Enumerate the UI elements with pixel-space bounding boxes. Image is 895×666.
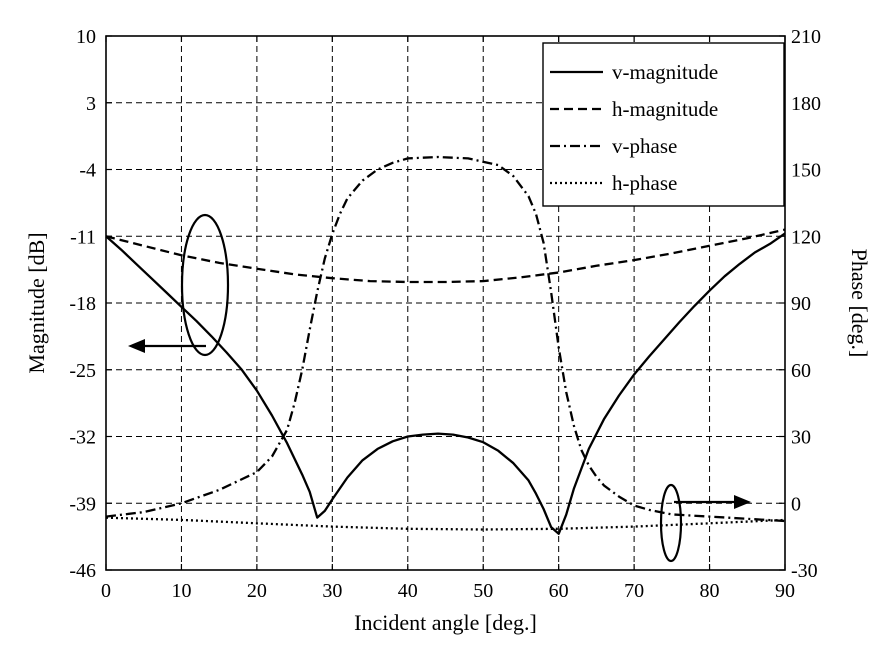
y-right-tick-label: 180 <box>791 93 821 115</box>
y-left-tick-label: -25 <box>69 360 96 382</box>
y-right-tick-label: 30 <box>791 427 811 449</box>
x-tick-label: 40 <box>398 580 418 602</box>
y-right-tick-label: 210 <box>791 26 821 48</box>
y-right-tick-label: 60 <box>791 360 811 382</box>
y-left-axis-title: Magnitude [dB] <box>24 232 49 373</box>
y-left-tick-label: -32 <box>69 427 96 449</box>
y-right-tick-label: 120 <box>791 226 821 248</box>
series-line-v-magnitude <box>105 232 786 535</box>
legend-label-h-magnitude: h-magnitude <box>612 97 718 121</box>
x-tick-label: 30 <box>322 580 342 602</box>
axis-indicator-annotations <box>128 213 751 563</box>
y-right-tick-label: 0 <box>791 493 801 515</box>
x-axis-tick-labels: 0 10 20 30 40 50 60 70 80 90 <box>101 580 795 602</box>
x-tick-label: 70 <box>624 580 644 602</box>
y-left-tick-label: 10 <box>76 26 96 48</box>
y-right-tick-label: 90 <box>791 293 811 315</box>
legend-box <box>542 42 785 207</box>
legend-label-v-magnitude: v-magnitude <box>612 60 718 84</box>
y-left-axis-tick-labels: 10 3 -4 -11 -18 -25 -32 -39 -46 <box>69 26 96 582</box>
x-tick-label: 50 <box>473 580 493 602</box>
series-line-h-phase <box>105 516 786 531</box>
y-right-tick-label: -30 <box>791 560 818 582</box>
y-left-tick-label: -46 <box>69 560 96 582</box>
y-right-axis-tick-labels: 210 180 150 120 90 60 30 0 -30 <box>791 26 821 582</box>
left-axis-indicator-loop <box>180 213 230 357</box>
x-tick-label: 80 <box>700 580 720 602</box>
left-arrowhead-icon <box>128 339 145 353</box>
right-arrowhead-icon <box>734 495 751 509</box>
plot-series <box>105 155 786 535</box>
legend: v-magnitude h-magnitude v-phase h-phase <box>542 42 785 207</box>
series-line-h-magnitude <box>105 228 786 284</box>
x-axis-title: Incident angle [deg.] <box>354 610 537 635</box>
x-tick-label: 20 <box>247 580 267 602</box>
legend-label-h-phase: h-phase <box>612 171 677 195</box>
x-tick-label: 10 <box>171 580 191 602</box>
series-line-v-phase <box>105 155 786 523</box>
legend-label-v-phase: v-phase <box>612 134 677 158</box>
y-right-tick-label: 150 <box>791 160 821 182</box>
y-left-tick-label: -39 <box>69 493 96 515</box>
y-left-tick-label: 3 <box>86 93 96 115</box>
y-left-tick-label: -11 <box>70 226 96 248</box>
x-tick-label: 90 <box>775 580 795 602</box>
y-left-tick-label: -4 <box>79 160 96 182</box>
x-tick-label: 60 <box>549 580 569 602</box>
right-axis-indicator-loop <box>659 483 683 563</box>
y-left-tick-label: -18 <box>69 293 96 315</box>
x-tick-label: 0 <box>101 580 111 602</box>
y-right-axis-title: Phase [deg.] <box>847 249 872 358</box>
